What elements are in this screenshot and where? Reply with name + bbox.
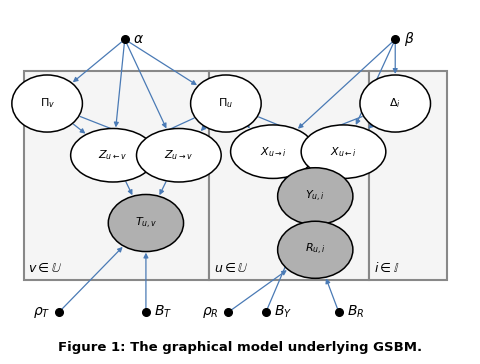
Ellipse shape: [301, 125, 386, 178]
Text: $B_T$: $B_T$: [155, 304, 172, 320]
Text: $T_{u,v}$: $T_{u,v}$: [135, 215, 157, 230]
Text: $\rho_R$: $\rho_R$: [203, 305, 219, 320]
Text: $i\in\mathbb{I}$: $i\in\mathbb{I}$: [374, 261, 400, 275]
Text: $\alpha$: $\alpha$: [133, 32, 144, 46]
Text: $\Pi_u$: $\Pi_u$: [218, 96, 233, 110]
Text: $\beta$: $\beta$: [404, 30, 414, 48]
Text: $Z_{u\rightarrow v}$: $Z_{u\rightarrow v}$: [164, 149, 193, 162]
Text: $B_Y$: $B_Y$: [275, 304, 292, 320]
Text: $R_{u,i}$: $R_{u,i}$: [305, 242, 325, 257]
Ellipse shape: [230, 125, 315, 178]
Ellipse shape: [360, 75, 431, 132]
Text: $X_{u\leftarrow i}$: $X_{u\leftarrow i}$: [330, 145, 357, 159]
Ellipse shape: [191, 75, 261, 132]
Text: $Y_{u,i}$: $Y_{u,i}$: [305, 189, 325, 204]
Ellipse shape: [136, 128, 221, 182]
Text: $u\in\mathbb{U}$: $u\in\mathbb{U}$: [214, 261, 249, 275]
Text: $X_{u\rightarrow i}$: $X_{u\rightarrow i}$: [260, 145, 286, 159]
Text: $v\in\mathbb{U}$: $v\in\mathbb{U}$: [28, 261, 62, 275]
Text: $Z_{u\leftarrow v}$: $Z_{u\leftarrow v}$: [98, 149, 128, 162]
Ellipse shape: [108, 194, 183, 252]
Text: $\Delta_i$: $\Delta_i$: [389, 96, 401, 110]
Text: Figure 1: The graphical model underlying GSBM.: Figure 1: The graphical model underlying…: [58, 341, 422, 355]
Ellipse shape: [277, 168, 353, 225]
FancyBboxPatch shape: [370, 71, 447, 280]
Text: $B_R$: $B_R$: [347, 304, 365, 320]
FancyBboxPatch shape: [209, 71, 370, 280]
FancyBboxPatch shape: [24, 71, 209, 280]
Ellipse shape: [277, 221, 353, 278]
Text: $\Pi_v$: $\Pi_v$: [39, 96, 55, 110]
Ellipse shape: [12, 75, 83, 132]
Text: $\rho_T$: $\rho_T$: [33, 305, 50, 320]
Ellipse shape: [71, 128, 156, 182]
